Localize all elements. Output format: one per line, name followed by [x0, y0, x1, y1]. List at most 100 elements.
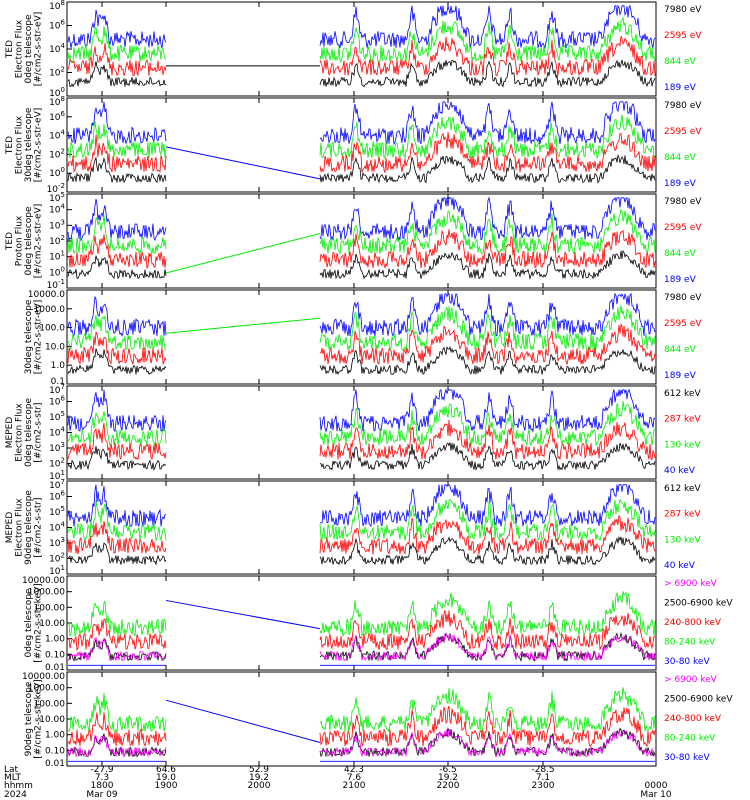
legend-entry: 240-800 keV: [664, 714, 722, 724]
series-612-kev: [67, 535, 656, 566]
y-tick-label: 10000.0: [28, 290, 65, 300]
legend-entry: > 6900 keV: [664, 675, 718, 685]
y-tick-label: 1000.0: [34, 305, 66, 315]
legend-entry: 189 eV: [664, 371, 697, 381]
series-240-800-kev: [67, 706, 656, 748]
gap-interpolation-line: [165, 699, 321, 743]
y-tick-label: 107: [49, 478, 65, 491]
panel-frame: [66, 97, 657, 193]
legend-entry: 80-240 keV: [664, 734, 716, 744]
y-axis-label: Proton Flux: [15, 215, 25, 266]
legend-entry: 40 keV: [664, 466, 696, 476]
legend-entry: 130 keV: [664, 535, 701, 545]
y-axis-label: [#/cm2-s-str-eV]: [34, 300, 44, 375]
series-189-ev: [67, 196, 656, 242]
y-tick-label: 101: [49, 564, 65, 577]
series-189-ev: [67, 101, 656, 146]
panel-1: TED Electron Flux 0deg telescope [#/cm2-s-s…: [5, 0, 702, 99]
y-tick-label: 100: [49, 265, 65, 278]
y-axis-label: Electron Flux: [15, 498, 25, 557]
legend-entry: 612 keV: [664, 484, 701, 494]
y-axis-label: 90deg telescope: [24, 681, 34, 756]
x-lat-label: -28.5: [531, 765, 554, 775]
y-axis-label: MEPED: [5, 417, 15, 449]
series-287-kev: [67, 514, 656, 555]
legend-entry: 30-80 keV: [664, 657, 710, 667]
x-time-label: 1900: [155, 781, 178, 791]
series-80-240-kev: [67, 590, 656, 638]
y-tick-label: 100: [49, 86, 65, 99]
y-tick-label: 105: [49, 505, 65, 518]
y-tick-label: 102: [49, 66, 65, 79]
series-844-ev: [67, 305, 656, 352]
y-tick-label: 101: [49, 469, 65, 482]
panel-2: TED Electron Flux 30deg telescope [#/cm2-s-…: [5, 95, 702, 195]
y-tick-label: 1.00: [45, 731, 65, 741]
y-tick-label: 0.10: [45, 650, 65, 660]
y-axis-label: Electron Flux: [15, 19, 25, 78]
y-tick-label: 104: [49, 203, 65, 216]
series-844-ev: [67, 208, 656, 256]
legend-entry: 2595 eV: [664, 31, 702, 41]
legend-entry: 7980 eV: [664, 293, 702, 303]
y-axis-label: MEPED: [5, 512, 15, 544]
legend-entry: 80-240 keV: [664, 638, 716, 648]
y-axis-label: [#/cm2-s-str]: [34, 497, 44, 557]
legend-entry: 189 eV: [664, 83, 697, 93]
series-40-kev: [67, 484, 656, 528]
legend-entry: 2595 eV: [664, 127, 702, 137]
panel-8: 90deg telescope [#/cm2-s-str-keV]10000.00…: [22, 671, 733, 769]
y-axis-label: 0deg telescope: [24, 588, 34, 658]
series-7980-ev: [67, 59, 656, 88]
panel-3: TED Proton Flux 0deg telescope [#/cm2-s-str…: [5, 191, 702, 291]
x-time-label: 0000: [645, 781, 668, 791]
y-axis-label: Electron Flux: [15, 115, 25, 174]
y-axis-label: TED: [5, 40, 15, 59]
y-axis-label: Electron Flux: [15, 403, 25, 462]
y-tick-label: 105: [49, 410, 65, 423]
y-tick-label: 107: [49, 383, 65, 396]
y-tick-label: 104: [49, 426, 65, 439]
y-tick-label: 102: [49, 234, 65, 247]
series-844-ev: [67, 114, 656, 160]
y-tick-label: 10.0: [45, 342, 65, 352]
y-tick-label: 106: [49, 19, 65, 32]
series-130-kev: [67, 400, 656, 447]
y-axis-label: 0deg telescope: [24, 206, 34, 276]
y-tick-label: 10.00: [39, 619, 65, 629]
panel-7: 0deg telescope [#/cm2-s-str-keV]10000.00 1…: [22, 575, 733, 673]
y-axis-label: 0deg telescope: [24, 398, 34, 468]
legend-entry: 844 eV: [664, 153, 697, 163]
y-tick-label: 10.00: [39, 715, 65, 725]
x-mlt-label: 19.2: [438, 773, 458, 783]
y-tick-label: 106: [49, 395, 65, 408]
y-tick-label: 108: [49, 95, 65, 108]
gap-interpolation-line: [165, 232, 321, 274]
series-2595-ev: [67, 323, 656, 366]
series-7980-ev: [67, 249, 656, 281]
series--6900-kev: [67, 632, 656, 662]
x-time-label: 2000: [248, 781, 271, 791]
legend-entry: 30-80 keV: [664, 753, 710, 763]
y-tick-label: 103: [49, 536, 65, 549]
legend-entry: 130 keV: [664, 440, 701, 450]
x-mlt-label: 19.2: [249, 773, 269, 783]
x-time-label: 2200: [437, 781, 460, 791]
legend-entry: 240-800 keV: [664, 618, 722, 628]
y-axis-label: TED: [5, 232, 15, 251]
y-tick-label: 100: [49, 166, 65, 179]
x-lat-label: 42.3: [344, 765, 364, 775]
series-189-ev: [67, 292, 656, 337]
y-axis-label: [#/cm2-s-str-eV]: [34, 108, 44, 183]
panel-6: MEPED Electron Flux 90deg telescope [#/cm2-…: [5, 478, 701, 577]
legend-entry: 844 eV: [664, 57, 697, 67]
x-row-label: Lat: [4, 765, 19, 775]
x-time-label: 1800: [91, 781, 114, 791]
x-time-label: 2300: [532, 781, 555, 791]
y-axis-label: 90deg telescope: [24, 490, 34, 565]
x-row-label: hhmm: [4, 781, 33, 791]
legend-entry: 189 eV: [664, 179, 697, 189]
y-tick-label: 10000.00: [22, 576, 65, 586]
y-axis-label: [#/cm2-s-str-eV]: [34, 12, 44, 87]
